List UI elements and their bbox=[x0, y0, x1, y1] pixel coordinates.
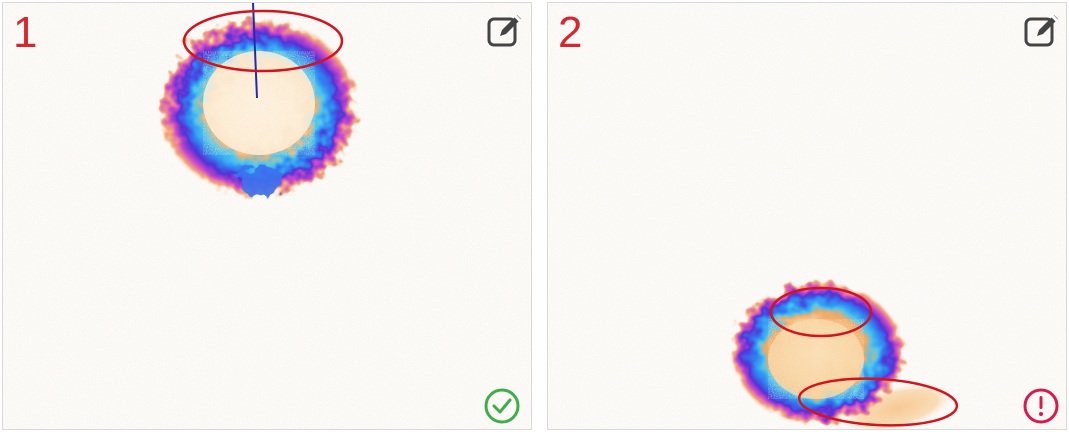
edit-icon[interactable] bbox=[485, 11, 525, 51]
exclamation-circle-icon bbox=[1022, 387, 1060, 425]
image-panel-2[interactable]: 2 bbox=[547, 2, 1067, 430]
beam-image-2 bbox=[548, 3, 1066, 429]
center-marker-line bbox=[252, 3, 258, 99]
annotation-ellipse-top bbox=[769, 286, 873, 338]
check-circle-icon bbox=[483, 387, 521, 425]
annotation-ellipse bbox=[182, 9, 344, 73]
annotation-ellipse-bottom bbox=[797, 377, 959, 427]
edit-icon[interactable] bbox=[1022, 11, 1062, 51]
beam-image-1 bbox=[3, 3, 531, 429]
panel-number: 1 bbox=[13, 8, 38, 57]
image-panel-1[interactable]: 1 bbox=[2, 2, 532, 430]
panel-number: 2 bbox=[558, 8, 583, 57]
